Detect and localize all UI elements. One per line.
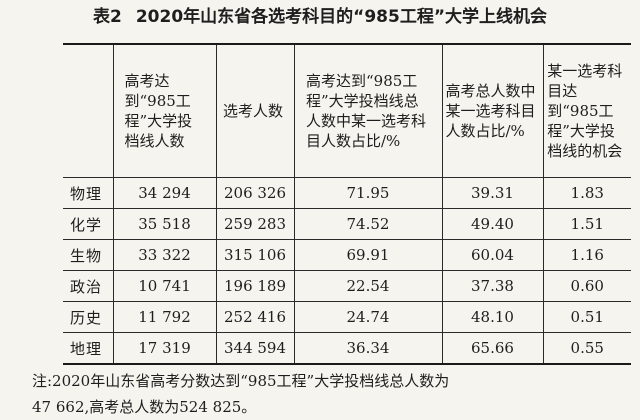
table-row: 生物 33 322 315 106 69.91 60.04 1.16	[63, 239, 631, 271]
cell-share-in-admitted: 36.34	[293, 332, 443, 365]
table-row: 历史 11 792 252 416 24.74 48.10 0.51	[63, 301, 631, 333]
table-footnote: 注:2020年山东省高考分数达到“985工程”大学投档线总人数为 47 662,…	[32, 368, 636, 420]
table-title: 2020年山东省各选考科目的“985工程”大学上线机会	[135, 7, 547, 27]
cell-subject: 历史	[63, 301, 114, 333]
cell-chance: 1.51	[542, 208, 631, 240]
cell-share-in-total: 60.04	[441, 239, 544, 271]
cell-takers: 206 326	[215, 177, 295, 209]
cell-chance: 1.16	[542, 239, 631, 271]
cell-share-in-admitted: 69.91	[293, 239, 443, 271]
cell-takers: 259 283	[215, 208, 295, 240]
cell-subject: 政治	[63, 270, 114, 302]
header-admitted: 高考达到“985工程”大学投档线人数	[112, 43, 217, 178]
cell-admitted: 35 518	[112, 208, 217, 240]
cell-subject: 地理	[63, 332, 114, 365]
cell-chance: 0.55	[542, 332, 631, 365]
table-row: 物理 34 294 206 326 71.95 39.31 1.83	[63, 177, 631, 209]
header-subject	[63, 43, 114, 178]
cell-admitted: 34 294	[112, 177, 217, 209]
cell-share-in-admitted: 24.74	[293, 301, 443, 333]
header-takers: 选考人数	[215, 43, 295, 178]
table-number: 表2	[93, 7, 122, 27]
cell-subject: 化学	[63, 208, 114, 240]
cell-subject: 物理	[63, 177, 114, 209]
footnote-line-2: 47 662,高考总人数为524 825。	[32, 398, 257, 416]
cell-share-in-admitted: 74.52	[293, 208, 443, 240]
cell-admitted: 11 792	[112, 301, 217, 333]
header-share-in-admitted: 高考达到“985工程”大学投档线总人数中某一选考科目人数占比/%	[293, 43, 443, 178]
header-chance: 某一选考科目达到“985工程”大学投档线的机会	[542, 43, 631, 178]
cell-subject: 生物	[63, 239, 114, 271]
table-row: 化学 35 518 259 283 74.52 49.40 1.51	[63, 208, 631, 240]
cell-share-in-total: 37.38	[441, 270, 544, 302]
data-table: 高考达到“985工程”大学投档线人数 选考人数 高考达到“985工程”大学投档线…	[63, 43, 631, 365]
cell-admitted: 17 319	[112, 332, 217, 365]
table-caption: 表2 2020年山东省各选考科目的“985工程”大学上线机会	[0, 6, 640, 28]
cell-takers: 315 106	[215, 239, 295, 271]
cell-chance: 0.51	[542, 301, 631, 333]
cell-share-in-total: 48.10	[441, 301, 544, 333]
cell-share-in-total: 49.40	[441, 208, 544, 240]
table-row: 政治 10 741 196 189 22.54 37.38 0.60	[63, 270, 631, 302]
cell-share-in-total: 39.31	[441, 177, 544, 209]
cell-share-in-admitted: 71.95	[293, 177, 443, 209]
header-share-in-total: 高考总人数中某一选考科目人数占比/%	[441, 43, 544, 178]
table-header-row: 高考达到“985工程”大学投档线人数 选考人数 高考达到“985工程”大学投档线…	[63, 43, 631, 178]
footnote-line-1: 注:2020年山东省高考分数达到“985工程”大学投档线总人数为	[32, 372, 450, 390]
cell-admitted: 33 322	[112, 239, 217, 271]
cell-chance: 0.60	[542, 270, 631, 302]
cell-takers: 252 416	[215, 301, 295, 333]
cell-takers: 196 189	[215, 270, 295, 302]
cell-takers: 344 594	[215, 332, 295, 365]
cell-chance: 1.83	[542, 177, 631, 209]
cell-share-in-total: 65.66	[441, 332, 544, 365]
cell-share-in-admitted: 22.54	[293, 270, 443, 302]
table-row: 地理 17 319 344 594 36.34 65.66 0.55	[63, 332, 631, 365]
cell-admitted: 10 741	[112, 270, 217, 302]
